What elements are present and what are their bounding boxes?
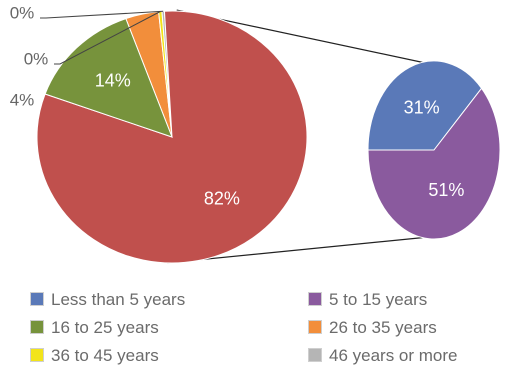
legend-swatch (30, 348, 44, 363)
legend-label: Less than 5 years (51, 290, 186, 309)
main-pie (36, 10, 308, 264)
label-exploded-segment: 82% (204, 188, 240, 208)
legend-item-5-to-15-years: 5 to 15 years (308, 288, 427, 312)
legend-item-46-years-or-more: 46 years or more (308, 344, 458, 368)
label-16-to-25-years: 14% (95, 71, 131, 91)
sub-slice-less-than-5-years (367, 60, 483, 151)
leader-line-36-to-45-years (54, 11, 161, 65)
pie-of-pie-chart: 82% 14% 4% 0% 0% 31% 51% (9, 3, 501, 264)
leader-line-46-years-or-more (40, 10, 164, 19)
legend-swatch (308, 292, 322, 307)
main-slice-16-to-25-years (44, 17, 173, 138)
data-labels: 82% 14% 4% 0% 0% 31% 51% (9, 3, 464, 208)
legend-item-36-to-45-years: 36 to 45 years (30, 344, 159, 368)
legend-swatch (30, 320, 44, 335)
label-36-to-45-years: 0% (24, 49, 49, 68)
legend-item-less-than-5-years: Less than 5 years (30, 288, 185, 312)
legend-label: 36 to 45 years (51, 346, 159, 365)
label-less-than-5-years: 31% (404, 97, 440, 117)
legend-swatch (308, 320, 322, 335)
legend-swatch (308, 348, 322, 363)
connector-line-bottom (167, 237, 423, 264)
label-46-years-or-more: 0% (10, 3, 35, 22)
legend-item-26-to-35-years: 26 to 35 years (308, 316, 437, 340)
legend-item-16-to-25-years: 16 to 25 years (30, 316, 159, 340)
legend-label: 5 to 15 years (329, 290, 428, 309)
legend-swatch (30, 292, 44, 307)
legend-label: 16 to 25 years (51, 318, 159, 337)
legend-label: 26 to 35 years (329, 318, 437, 337)
sub-slice-5-to-15-years (367, 87, 501, 240)
sub-pie (367, 60, 501, 240)
label-5-to-15-years: 51% (428, 180, 464, 200)
legend: Less than 5 years 5 to 15 years 16 to 25 y… (30, 288, 510, 372)
legend-label: 46 years or more (329, 346, 458, 365)
label-26-to-35-years: 4% (10, 90, 35, 109)
